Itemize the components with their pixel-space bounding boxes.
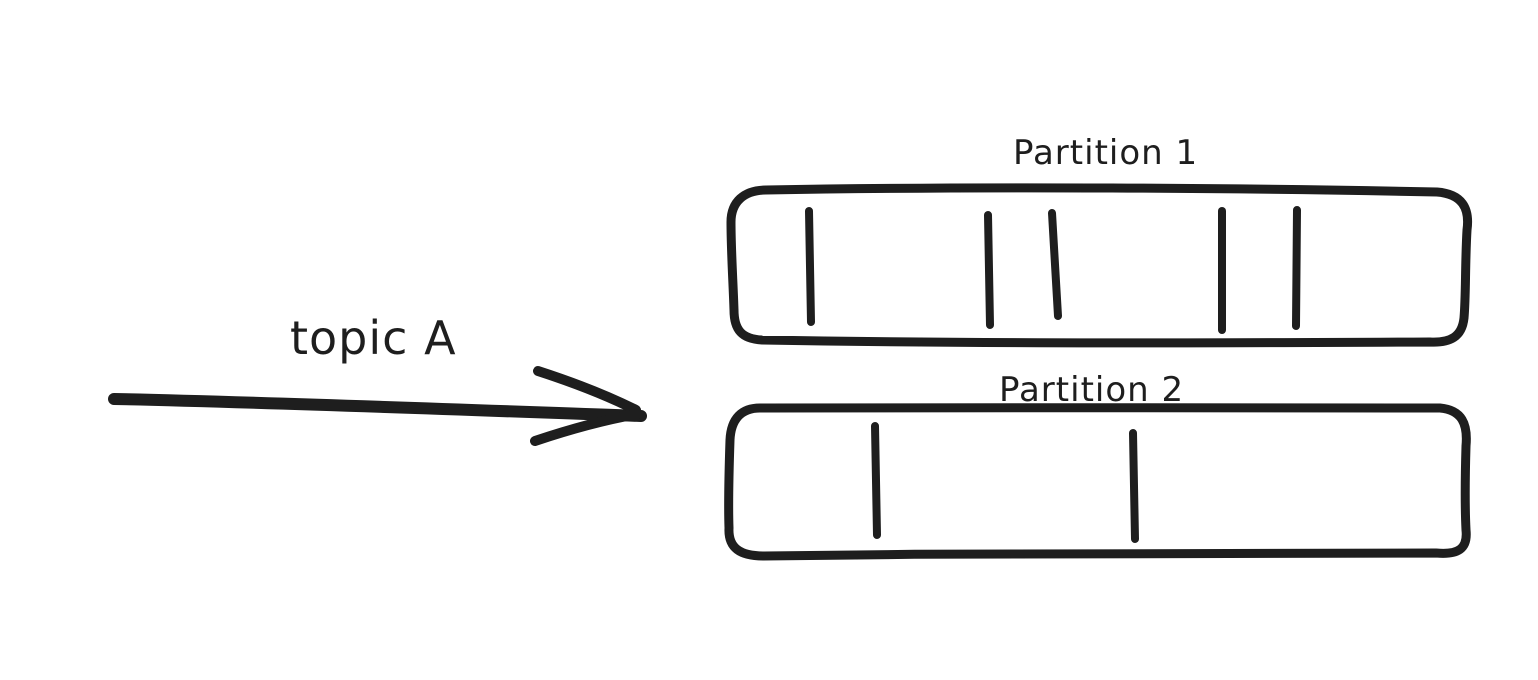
partition-1: Partition 1	[726, 133, 1473, 348]
topic-arrow	[108, 366, 647, 446]
partition-2: Partition 2	[724, 370, 1471, 561]
partition-1-record	[984, 211, 994, 329]
arrow-head-upper	[533, 366, 641, 415]
arrow-head-lower	[530, 409, 643, 446]
arrow-shaft	[108, 393, 647, 422]
partition-1-record	[805, 207, 815, 326]
partition-1-record	[1292, 206, 1301, 330]
partition-1-label: Partition 1	[1013, 133, 1198, 173]
partition-1-box	[726, 183, 1473, 348]
partition-1-record	[1048, 209, 1062, 320]
partition-2-box	[724, 403, 1471, 561]
topic-label: topic A	[290, 311, 457, 365]
partition-2-record	[871, 422, 881, 539]
partition-2-record	[1129, 429, 1139, 543]
